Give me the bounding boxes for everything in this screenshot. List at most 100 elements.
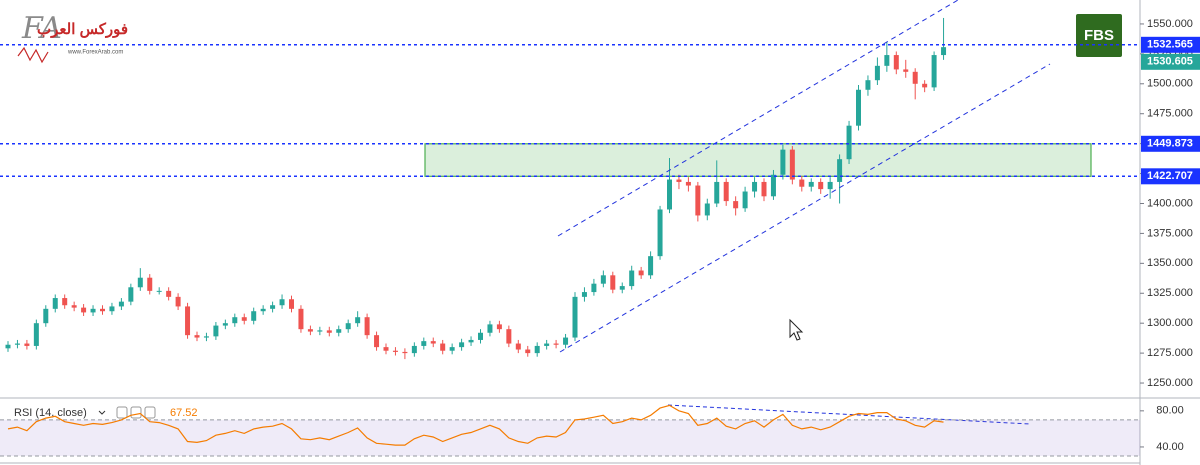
candle-body — [317, 330, 323, 332]
y-tick-label: 1325.000 — [1147, 287, 1193, 299]
candle-body — [818, 181, 824, 190]
candle-body — [241, 317, 247, 321]
y-tick-label: 1350.000 — [1147, 257, 1193, 269]
candle-body — [563, 337, 569, 345]
candle-body — [591, 283, 597, 293]
candle-body — [279, 299, 285, 306]
y-tick-label: 40.00 — [1156, 441, 1184, 453]
candle-body — [619, 286, 625, 290]
candle-body — [62, 298, 68, 306]
last-price-label: 1530.605 — [1147, 56, 1193, 68]
candle-body — [251, 311, 257, 321]
y-tick-label: 1375.000 — [1147, 227, 1193, 239]
candle-body — [213, 325, 219, 337]
candle-body — [903, 69, 909, 72]
candle-body — [496, 324, 502, 330]
rsi-band — [0, 419, 1140, 456]
candle-body — [411, 345, 417, 354]
candle-body — [657, 209, 663, 257]
candle-body — [166, 290, 172, 297]
last-price-box — [1141, 53, 1200, 70]
candle-body — [232, 317, 238, 324]
level-label-box — [1141, 36, 1200, 53]
level-label: 1532.565 — [1147, 39, 1193, 51]
candle-body — [459, 342, 465, 348]
candle-body — [874, 65, 880, 81]
candle-body — [931, 55, 937, 88]
y-tick-label: 1475.000 — [1147, 108, 1193, 120]
candle-body — [893, 55, 899, 70]
y-tick-label: 1275.000 — [1147, 347, 1193, 359]
candle-body — [43, 308, 49, 324]
candle-body — [478, 332, 483, 340]
candle-body — [383, 347, 389, 351]
logo-box — [1076, 14, 1122, 57]
watermark-name: فوركس العرب — [37, 21, 128, 38]
candle-body — [789, 149, 795, 180]
candle-body — [600, 275, 606, 284]
rsi-line — [7, 404, 944, 446]
candle-body — [90, 308, 96, 313]
y-tick-label: 80.00 — [1156, 405, 1184, 417]
candle-body — [185, 306, 191, 336]
watermark: FA فوركس العرب www.ForexArab.com — [17, 11, 128, 64]
candle-body — [203, 336, 209, 338]
candle-body — [733, 201, 739, 209]
candle-body — [71, 305, 77, 308]
candle-body — [298, 308, 304, 330]
candle-body — [109, 306, 115, 312]
y-tick-label: 1550.000 — [1147, 18, 1193, 30]
candle-body — [695, 185, 701, 216]
rsi-remove-icon[interactable] — [144, 406, 156, 419]
candle-body — [704, 203, 710, 216]
level-label-box — [1141, 168, 1200, 185]
logo-text: FBS — [1084, 27, 1114, 44]
candle-body — [648, 256, 654, 276]
candle-body — [14, 343, 20, 345]
candle-body — [780, 149, 786, 175]
candle-body — [525, 349, 531, 354]
candle-body — [667, 179, 672, 210]
candle-body — [260, 308, 266, 312]
y-tick-label: 1500.000 — [1147, 78, 1193, 90]
watermark-graphic — [17, 46, 49, 64]
level-label: 1449.873 — [1147, 138, 1193, 150]
y-tick-label: 1250.000 — [1147, 377, 1193, 389]
candle-body — [506, 329, 512, 344]
candle-body — [52, 298, 58, 309]
candle-body — [827, 181, 833, 190]
candle-body — [610, 275, 616, 290]
candle-body — [856, 89, 861, 126]
candle-body — [33, 323, 39, 346]
level-label: 1422.707 — [1147, 170, 1193, 182]
candle-body — [544, 343, 550, 346]
candle-body — [326, 330, 332, 333]
candle-body — [676, 179, 682, 182]
candle-body — [137, 277, 143, 288]
rsi-settings-icon[interactable] — [130, 406, 142, 419]
rsi-dropdown[interactable] — [98, 410, 106, 415]
candle-body — [336, 329, 342, 333]
candle-body — [884, 55, 890, 66]
candle-body — [355, 317, 361, 324]
logo: FBS — [1076, 14, 1122, 57]
candle-body — [553, 343, 559, 345]
candle-body — [194, 335, 200, 338]
candle-body — [808, 181, 814, 187]
candle-body — [440, 343, 446, 351]
rsi-visibility-icon[interactable] — [116, 406, 128, 419]
candle-body — [156, 290, 162, 292]
candle-body — [922, 83, 928, 88]
candle-body — [270, 305, 276, 309]
candle-body — [100, 308, 105, 312]
watermark-url: www.ForexArab.com — [67, 50, 123, 56]
candle-body — [846, 125, 852, 160]
zone — [424, 143, 1092, 177]
candle-body — [572, 296, 578, 338]
candle-body — [638, 270, 644, 276]
candle-body — [770, 174, 776, 197]
candle-body — [723, 181, 729, 202]
candle-body — [487, 324, 493, 333]
candle-body — [449, 347, 455, 351]
